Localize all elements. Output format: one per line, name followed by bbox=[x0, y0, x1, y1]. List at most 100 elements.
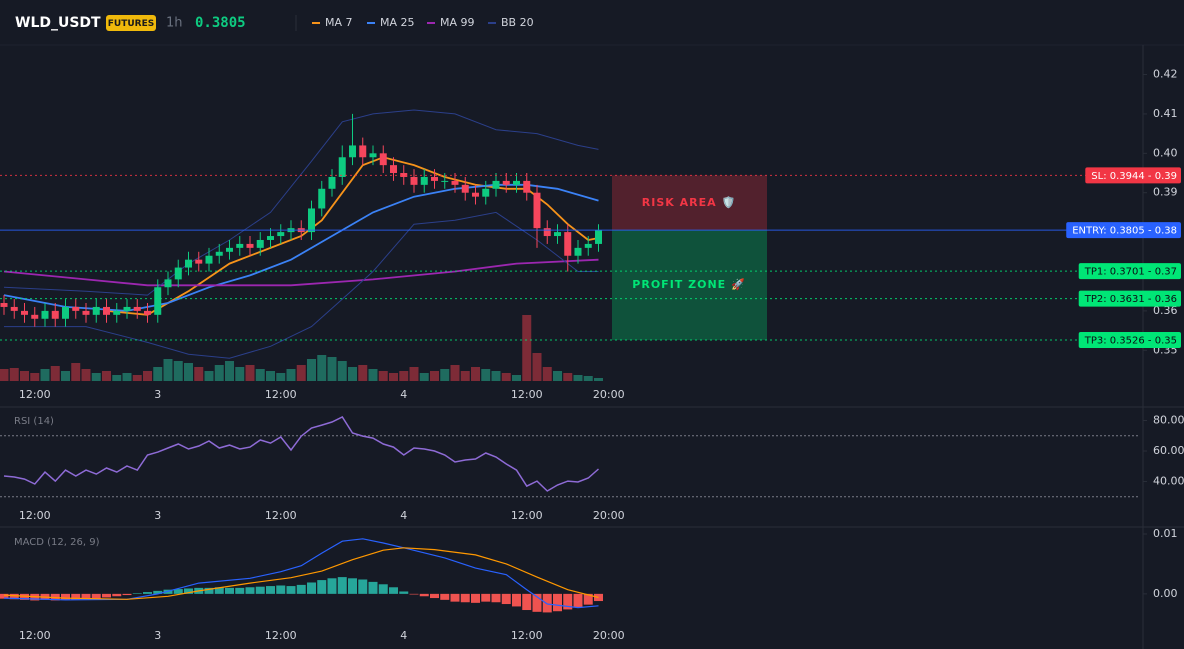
candle-body bbox=[92, 306, 100, 315]
candle-body bbox=[226, 247, 233, 252]
legend-label: MA 25 bbox=[380, 16, 415, 29]
symbol: WLD_USDT bbox=[15, 15, 101, 31]
macd-hist bbox=[61, 593, 70, 600]
x-tick-label: 12:00 bbox=[19, 629, 51, 642]
candle-body bbox=[543, 228, 551, 237]
volume-bar bbox=[399, 371, 409, 381]
volume-bar bbox=[501, 373, 511, 381]
x-tick-label: 12:00 bbox=[511, 509, 543, 522]
candle-body bbox=[267, 236, 274, 240]
macd-hist bbox=[501, 593, 511, 605]
x-tick-label: 12:00 bbox=[19, 388, 51, 401]
candle-body bbox=[554, 232, 561, 237]
volume-bar bbox=[122, 373, 132, 381]
candle-body bbox=[574, 247, 582, 256]
volume-bar bbox=[235, 367, 245, 381]
volume-bar bbox=[368, 369, 378, 381]
candle-body bbox=[10, 306, 18, 311]
macd-hist bbox=[491, 593, 501, 603]
candle-body bbox=[461, 184, 469, 193]
ma-line bbox=[3, 258, 599, 287]
x-tick-label: 3 bbox=[154, 509, 161, 522]
volume-bar bbox=[194, 367, 204, 381]
macd-hist bbox=[348, 578, 357, 594]
x-tick-label: 20:00 bbox=[593, 629, 625, 642]
macd-hist bbox=[286, 586, 296, 594]
candle-body bbox=[564, 232, 572, 256]
macd-hist bbox=[81, 593, 91, 600]
volume-bar bbox=[337, 361, 347, 381]
macd-hist bbox=[389, 587, 398, 594]
volume-bar bbox=[378, 371, 388, 381]
zone bbox=[612, 230, 767, 341]
level-tag-label: TP1: 0.3701 - 0.37 bbox=[1084, 267, 1177, 278]
candle-body bbox=[431, 176, 438, 181]
volume-bar bbox=[112, 375, 122, 381]
volume-bar bbox=[50, 366, 60, 381]
candle-body bbox=[164, 279, 172, 288]
macd-hist bbox=[122, 593, 132, 596]
macd-hist bbox=[522, 593, 532, 611]
candle-body bbox=[379, 153, 387, 166]
candle-body bbox=[205, 255, 213, 264]
candle-body bbox=[410, 176, 418, 185]
candle-body bbox=[195, 259, 203, 264]
candle-body bbox=[62, 306, 69, 319]
volume-bar bbox=[512, 375, 521, 381]
macd-hist bbox=[20, 593, 29, 600]
macd-hist bbox=[563, 593, 573, 610]
macd-hist bbox=[132, 593, 142, 594]
candle-body bbox=[51, 310, 59, 319]
volume-bar bbox=[419, 373, 429, 381]
macd-hist bbox=[450, 593, 460, 602]
macd-hist bbox=[399, 591, 409, 594]
volume-bar bbox=[460, 371, 470, 381]
volume-bar bbox=[491, 371, 501, 381]
y-tick-label: 40.00 bbox=[1153, 475, 1184, 488]
macd-hist bbox=[481, 593, 491, 602]
legend-label: MA 7 bbox=[325, 16, 353, 29]
badge-bg bbox=[106, 15, 156, 31]
volume-bar bbox=[348, 367, 357, 381]
y-tick-label: 80.00 bbox=[1153, 414, 1184, 427]
candle-body bbox=[185, 259, 192, 268]
legend-swatch bbox=[367, 22, 375, 24]
macd-hist bbox=[419, 593, 429, 597]
candle-body bbox=[390, 165, 397, 174]
volume-bar bbox=[563, 373, 573, 381]
rsi-line bbox=[3, 416, 599, 492]
macd-hist bbox=[512, 593, 521, 607]
candle-body bbox=[349, 145, 356, 158]
candle-body bbox=[174, 267, 182, 280]
volume-bar bbox=[204, 371, 214, 381]
volume-bar bbox=[553, 371, 562, 381]
candle-body bbox=[595, 230, 602, 244]
y-tick-label: 0.01 bbox=[1153, 527, 1178, 540]
volume-bar bbox=[0, 369, 9, 381]
volume-bar bbox=[91, 373, 101, 381]
y-tick-label: 0.39 bbox=[1153, 186, 1178, 199]
macd-hist bbox=[71, 593, 81, 600]
macd-hist bbox=[91, 593, 101, 599]
macd-title: MACD (12, 26, 9) bbox=[14, 537, 100, 548]
macd-hist bbox=[583, 593, 593, 605]
candle-body bbox=[72, 306, 80, 311]
candle-body bbox=[144, 310, 151, 315]
volume-bar bbox=[163, 359, 173, 381]
bb-upper bbox=[3, 109, 599, 296]
volume-bar bbox=[594, 378, 603, 381]
candle-body bbox=[215, 251, 223, 256]
candle-body bbox=[0, 303, 8, 307]
x-tick-label: 12:00 bbox=[19, 509, 51, 522]
volume-bar bbox=[317, 355, 327, 381]
level-tag-label: TP2: 0.3631 - 0.36 bbox=[1084, 294, 1177, 305]
volume-bar bbox=[573, 375, 583, 381]
x-tick-label: 4 bbox=[400, 388, 407, 401]
macd-hist bbox=[553, 593, 562, 612]
legend-swatch bbox=[427, 22, 435, 24]
candle-body bbox=[523, 180, 531, 193]
macd-hist bbox=[112, 593, 122, 597]
macd-hist bbox=[276, 585, 286, 594]
candle-body bbox=[246, 243, 254, 248]
